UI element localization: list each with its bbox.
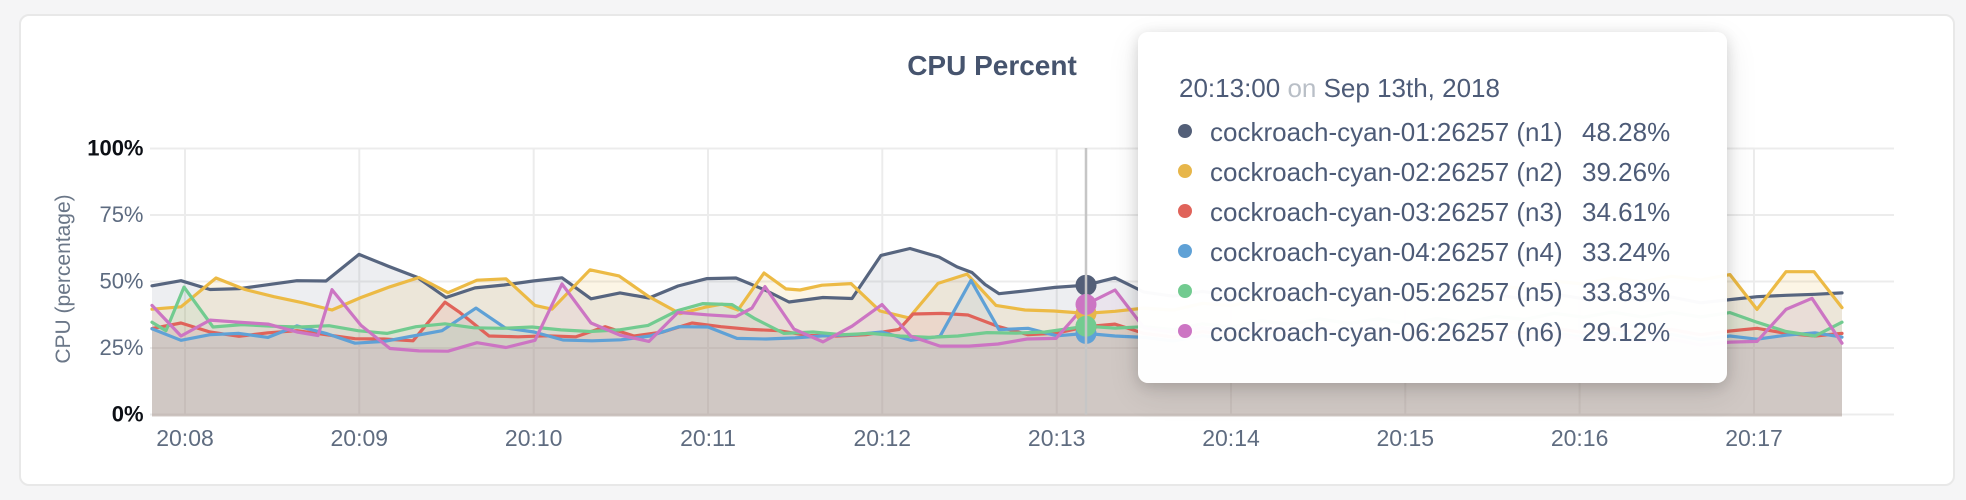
svg-text:20:10: 20:10 xyxy=(505,425,563,451)
svg-text:100%: 100% xyxy=(87,136,143,161)
svg-text:50%: 50% xyxy=(99,269,143,294)
svg-text:20:09: 20:09 xyxy=(331,425,389,451)
svg-text:20:13: 20:13 xyxy=(1028,425,1086,451)
svg-text:20:11: 20:11 xyxy=(680,425,736,451)
svg-text:20:14: 20:14 xyxy=(1202,425,1260,451)
svg-text:75%: 75% xyxy=(99,202,143,227)
svg-text:CPU (percentage): CPU (percentage) xyxy=(52,194,75,363)
svg-text:20:15: 20:15 xyxy=(1377,425,1435,451)
svg-text:20:16: 20:16 xyxy=(1551,425,1609,451)
svg-text:25%: 25% xyxy=(99,335,143,360)
svg-text:0%: 0% xyxy=(112,402,144,427)
svg-text:20:17: 20:17 xyxy=(1725,425,1783,451)
svg-text:20:08: 20:08 xyxy=(156,425,214,451)
svg-text:20:12: 20:12 xyxy=(854,425,912,451)
